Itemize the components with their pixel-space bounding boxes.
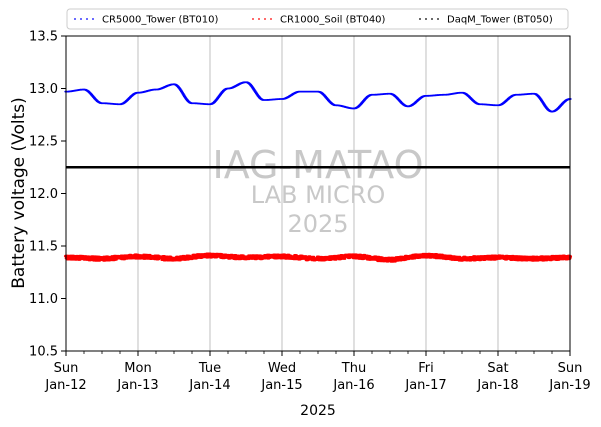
series-layer xyxy=(63,81,573,263)
legend-marker xyxy=(86,18,88,20)
series-0 xyxy=(64,81,572,113)
legend-marker xyxy=(437,18,439,20)
legend-marker xyxy=(419,18,421,20)
legend-label: DaqM_Tower (BT050) xyxy=(447,15,553,26)
x-tick-label-day: Sun xyxy=(54,361,79,376)
legend-label: CR5000_Tower (BT010) xyxy=(102,15,218,26)
grid xyxy=(137,36,499,351)
legend-marker xyxy=(431,18,433,20)
watermark-line-2: LAB MICRO xyxy=(251,181,386,209)
legend-marker xyxy=(252,18,254,20)
x-tick-label-day: Sun xyxy=(558,361,583,376)
legend-marker xyxy=(74,18,76,20)
x-tick-label-day: Fri xyxy=(418,361,434,376)
legend-marker xyxy=(92,18,94,20)
series-1 xyxy=(63,252,573,263)
legend-marker xyxy=(425,18,427,20)
legend-marker xyxy=(270,18,272,20)
y-tick-label: 12.5 xyxy=(29,135,58,150)
x-tick-label-date: Jan-15 xyxy=(260,378,302,393)
y-tick-label: 13.0 xyxy=(29,82,58,97)
x-axis-label: 2025 xyxy=(300,403,336,419)
legend-entry: CR5000_Tower (BT010) xyxy=(74,15,218,26)
axes: Sun Jan-12 Mon Jan-13 Tue Jan-14 Wed Jan-15 Thu J… xyxy=(29,30,591,394)
watermark: IAG-MATAO LAB MICRO 2025 xyxy=(212,143,423,238)
legend: CR5000_Tower (BT010) CR1000_Soil (BT040) D… xyxy=(66,8,569,30)
x-tick-label-date: Jan-14 xyxy=(188,378,230,393)
y-tick-label: 13.5 xyxy=(29,30,58,45)
y-axis-label: Battery voltage (Volts) xyxy=(9,97,29,288)
x-tick-label-date: Jan-12 xyxy=(44,378,86,393)
x-tick-label-day: Tue xyxy=(198,361,221,376)
legend-marker xyxy=(264,18,266,20)
x-tick-label-date: Jan-16 xyxy=(332,378,374,393)
y-tick-label: 12.0 xyxy=(29,187,58,202)
x-tick-label-day: Thu xyxy=(341,361,366,376)
x-tick-label-date: Jan-19 xyxy=(548,378,590,393)
y-tick-label: 11.0 xyxy=(29,292,58,307)
legend-marker xyxy=(80,18,82,20)
x-tick-label-date: Jan-13 xyxy=(116,378,158,393)
series-points-cr5000 xyxy=(64,81,572,113)
x-tick-label-date: Jan-17 xyxy=(404,378,446,393)
legend-entry: CR1000_Soil (BT040) xyxy=(252,15,386,26)
legend-label: CR1000_Soil (BT040) xyxy=(280,15,386,26)
legend-entry: DaqM_Tower (BT050) xyxy=(419,15,553,26)
x-tick-label-day: Wed xyxy=(268,361,296,376)
legend-box xyxy=(66,8,569,30)
y-tick-label: 11.5 xyxy=(29,240,58,255)
x-tick-label-day: Mon xyxy=(124,361,151,376)
x-tick-label-date: Jan-18 xyxy=(476,378,518,393)
watermark-line-3: 2025 xyxy=(287,210,348,238)
legend-marker xyxy=(258,18,260,20)
x-tick-label-day: Sat xyxy=(487,361,508,376)
watermark-line-1: IAG-MATAO xyxy=(212,143,423,187)
y-tick-label: 10.5 xyxy=(29,345,58,360)
series-points-cr1000 xyxy=(63,252,573,263)
